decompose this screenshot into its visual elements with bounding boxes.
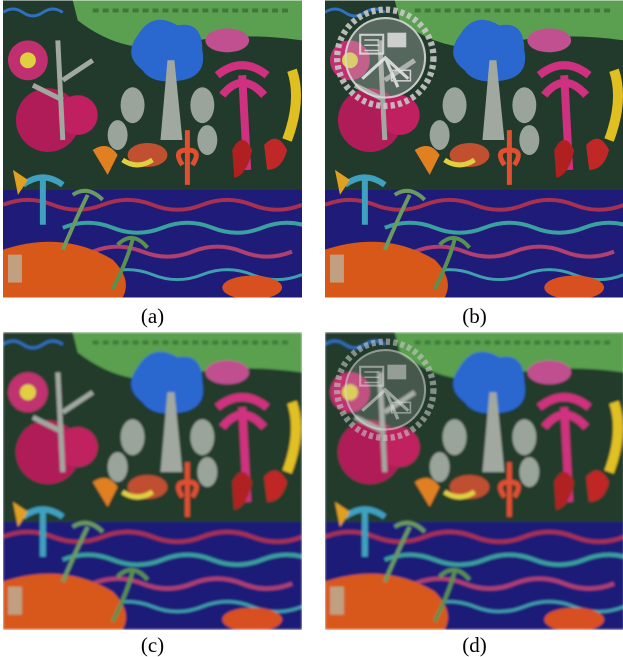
image-panel — [325, 0, 623, 298]
image-panel — [3, 332, 302, 630]
panel-caption: (d) — [325, 633, 623, 657]
panel-caption: (c) — [3, 633, 302, 657]
figure: (a) (b) (c) (d) — [0, 0, 623, 657]
panel-caption: (b) — [325, 304, 623, 328]
image-panel — [325, 332, 623, 630]
panel-caption: (a) — [3, 304, 302, 328]
image-panel — [3, 0, 302, 298]
